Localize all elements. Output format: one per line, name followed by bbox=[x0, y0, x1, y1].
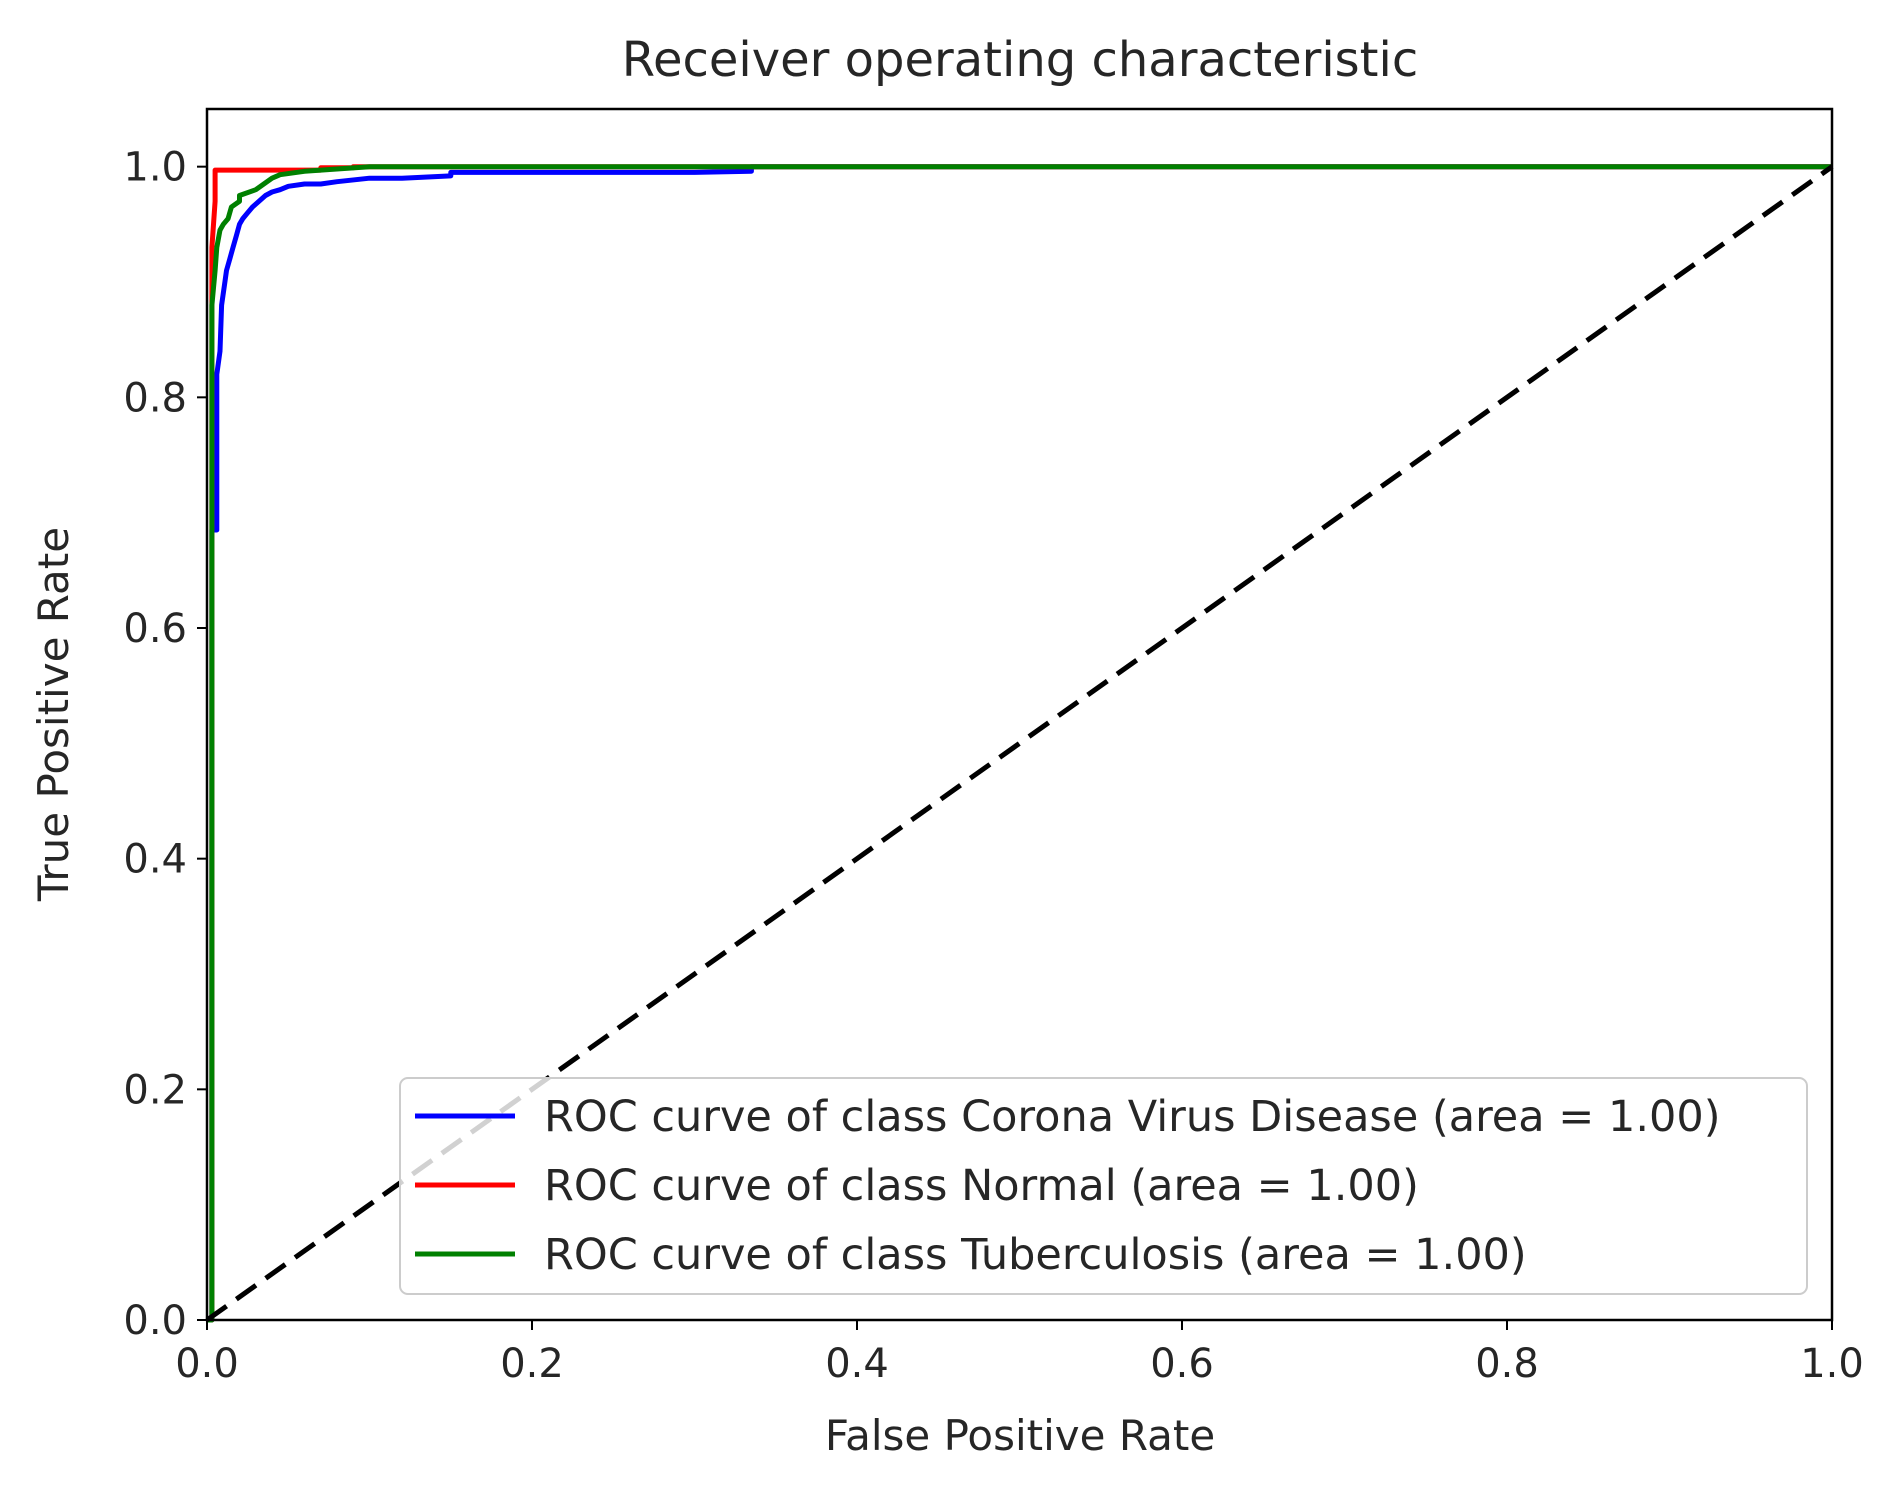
y-tick-label: 0.6 bbox=[123, 606, 187, 652]
legend-label-tuberculosis: ROC curve of class Tuberculosis (area = … bbox=[544, 1230, 1527, 1280]
x-tick-label: 0.2 bbox=[500, 1341, 564, 1387]
y-tick-label: 0.0 bbox=[123, 1298, 187, 1344]
axes-frame bbox=[205, 107, 1834, 1322]
legend-label-normal: ROC curve of class Normal (area = 1.00) bbox=[544, 1161, 1419, 1211]
roc-line-tuberculosis bbox=[207, 164, 1832, 1323]
legend: ROC curve of class Corona Virus Disease … bbox=[399, 1077, 1808, 1295]
x-axis-label: False Positive Rate bbox=[825, 1411, 1215, 1460]
ticks-layer: 0.0 0.2 0.4 0.6 0.8 1.0 0.0 0.2 0.4 0.6 0.8 1.0 bbox=[123, 145, 1863, 1387]
y-tick-label: 0.8 bbox=[123, 375, 187, 421]
y-tick-label: 0.4 bbox=[123, 837, 187, 883]
y-tick-label: 1.0 bbox=[123, 145, 187, 191]
legend-label-corona: ROC curve of class Corona Virus Disease … bbox=[544, 1092, 1721, 1142]
y-tick-label: 0.2 bbox=[123, 1067, 187, 1113]
x-tick-label: 0.0 bbox=[175, 1341, 239, 1387]
x-tick-label: 0.6 bbox=[1150, 1341, 1214, 1387]
x-tick-label: 1.0 bbox=[1800, 1341, 1864, 1387]
roc-line-corona-virus-disease bbox=[207, 164, 1832, 1323]
y-axis-label: True Positive Rate bbox=[29, 527, 78, 902]
chart-title: Receiver operating characteristic bbox=[622, 32, 1418, 88]
x-tick-label: 0.8 bbox=[1475, 1341, 1539, 1387]
legend-box bbox=[399, 1077, 1808, 1295]
x-tick-label: 0.4 bbox=[825, 1341, 889, 1387]
